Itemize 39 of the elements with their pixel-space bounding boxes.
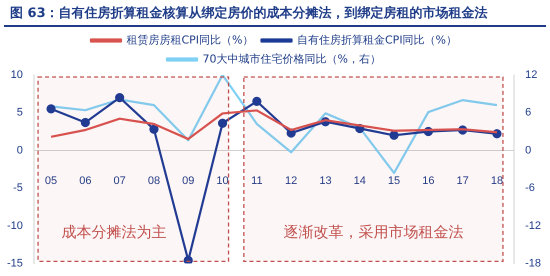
y2-tick-label: 0 (525, 144, 532, 156)
y-tick-label: -10 (6, 220, 23, 232)
y2-tick-label: 12 (525, 69, 538, 82)
x-tick-label: 11 (251, 174, 263, 187)
y2-tick-label: 6 (525, 106, 532, 119)
y2-tick-label: -18 (525, 257, 542, 270)
x-tick-label: 07 (114, 174, 126, 187)
y-tick-label: -15 (6, 257, 23, 270)
point (115, 93, 124, 102)
x-tick-label: 05 (44, 174, 58, 187)
x-tick-label: 15 (388, 174, 400, 187)
x-tick-label: 13 (319, 174, 332, 187)
point (46, 104, 56, 114)
y-tick-label: 0 (16, 144, 23, 156)
point (252, 96, 262, 106)
legend-label: 70大中城市住宅价格同比（%，右） (202, 52, 381, 66)
x-tick-label: 08 (148, 174, 160, 187)
chart-title: 图 63：自有住房折算租金核算从绑定房价的成本分摊法，到绑定房租的市场租金法 (4, 0, 546, 27)
legend-label: 自有住房折算租金CPI同比（%） (297, 33, 458, 46)
legend-label: 租赁房房租CPI同比（%） (126, 33, 254, 46)
x-tick-label: 17 (456, 174, 469, 187)
x-tick-label: 12 (285, 174, 298, 187)
y2-tick-label: -6 (525, 182, 535, 194)
y2-tick-label: -12 (525, 220, 542, 232)
x-tick-label: 06 (79, 174, 92, 187)
x-tick-label: 16 (422, 174, 434, 187)
band-label: 成本分摊法为主 (62, 223, 167, 242)
y-tick-label: 10 (10, 69, 23, 82)
y-tick-label: -5 (13, 182, 23, 194)
point (149, 124, 159, 134)
x-tick-label: 14 (354, 174, 366, 187)
x-tick-label: 09 (182, 174, 194, 187)
point (218, 118, 228, 128)
point (80, 118, 90, 128)
x-tick-label: 18 (490, 174, 504, 187)
band-label: 逐渐改革，采用市场租金法 (283, 223, 464, 242)
y-tick-label: 5 (16, 106, 23, 119)
point (389, 130, 399, 140)
x-tick-label: 10 (216, 174, 229, 187)
